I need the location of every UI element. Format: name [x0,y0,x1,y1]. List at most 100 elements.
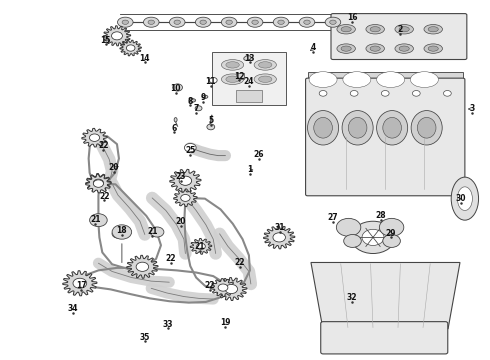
Polygon shape [82,129,107,147]
Circle shape [319,90,327,96]
Circle shape [112,32,122,40]
Ellipse shape [252,20,258,24]
Ellipse shape [221,59,244,70]
Ellipse shape [273,17,289,27]
Circle shape [195,106,202,111]
Text: 11: 11 [205,77,216,86]
Text: 30: 30 [456,194,466,203]
Ellipse shape [411,72,439,87]
Text: 14: 14 [140,54,150,63]
Ellipse shape [399,27,409,32]
Circle shape [207,124,215,130]
Polygon shape [216,278,247,301]
Circle shape [112,225,132,239]
Polygon shape [86,174,111,193]
Circle shape [126,45,135,51]
Text: 3: 3 [469,104,475,113]
Ellipse shape [299,17,315,27]
Text: 35: 35 [140,333,150,342]
Ellipse shape [395,24,414,34]
Ellipse shape [341,46,351,51]
Ellipse shape [196,17,211,27]
Ellipse shape [200,20,206,24]
Text: 13: 13 [245,54,255,63]
Bar [236,90,262,102]
Polygon shape [170,169,201,192]
Ellipse shape [343,72,371,87]
Ellipse shape [118,17,133,27]
Text: 17: 17 [76,281,87,290]
Ellipse shape [383,117,401,138]
Ellipse shape [226,76,239,82]
Text: 27: 27 [328,213,338,222]
Text: 7: 7 [194,104,199,113]
Ellipse shape [259,62,272,68]
Circle shape [136,262,148,271]
Text: 5: 5 [208,116,213,125]
Ellipse shape [428,27,438,32]
Circle shape [179,176,192,185]
Polygon shape [173,189,197,207]
FancyBboxPatch shape [321,321,448,354]
Text: 18: 18 [117,226,127,235]
Text: 16: 16 [347,13,358,22]
Ellipse shape [226,20,232,24]
Ellipse shape [424,24,442,34]
Text: 2: 2 [398,25,403,34]
Circle shape [381,90,389,96]
Ellipse shape [424,44,442,53]
Text: 23: 23 [175,172,186,181]
FancyBboxPatch shape [306,78,465,196]
Text: 26: 26 [253,150,264,159]
Ellipse shape [202,95,208,98]
Text: 19: 19 [220,318,231,327]
Polygon shape [63,271,97,296]
Circle shape [196,243,205,249]
Ellipse shape [366,44,384,53]
Circle shape [343,234,361,247]
Circle shape [90,214,107,226]
Text: 4: 4 [311,43,316,52]
Text: 22: 22 [166,255,176,264]
Ellipse shape [308,111,339,145]
Circle shape [93,180,103,187]
Text: 25: 25 [185,146,196,155]
Circle shape [73,278,87,288]
Polygon shape [190,238,212,254]
Text: 15: 15 [100,36,111,45]
Polygon shape [127,255,158,278]
Text: 33: 33 [163,320,173,329]
Ellipse shape [122,20,128,24]
Text: 32: 32 [346,293,357,302]
Ellipse shape [174,20,180,24]
Text: 29: 29 [385,229,396,238]
Ellipse shape [254,74,276,85]
Ellipse shape [348,117,367,138]
Bar [236,73,244,78]
Ellipse shape [189,99,196,102]
Ellipse shape [341,27,351,32]
Circle shape [383,234,400,247]
Ellipse shape [370,46,380,51]
Circle shape [218,284,228,291]
Ellipse shape [314,117,332,138]
Ellipse shape [278,20,284,24]
Circle shape [150,227,164,237]
Ellipse shape [244,56,251,60]
Text: 9: 9 [201,93,206,102]
Circle shape [273,233,286,242]
Circle shape [181,194,190,201]
Circle shape [179,176,191,185]
Ellipse shape [411,111,442,145]
Circle shape [209,77,217,83]
Circle shape [93,179,103,186]
Text: 21: 21 [147,228,157,237]
Ellipse shape [325,17,341,27]
Text: 34: 34 [68,304,78,313]
Text: 10: 10 [171,84,181,93]
Text: 24: 24 [244,77,254,86]
Text: 12: 12 [234,72,245,81]
Ellipse shape [457,187,472,211]
Ellipse shape [399,46,409,51]
Ellipse shape [342,111,373,145]
